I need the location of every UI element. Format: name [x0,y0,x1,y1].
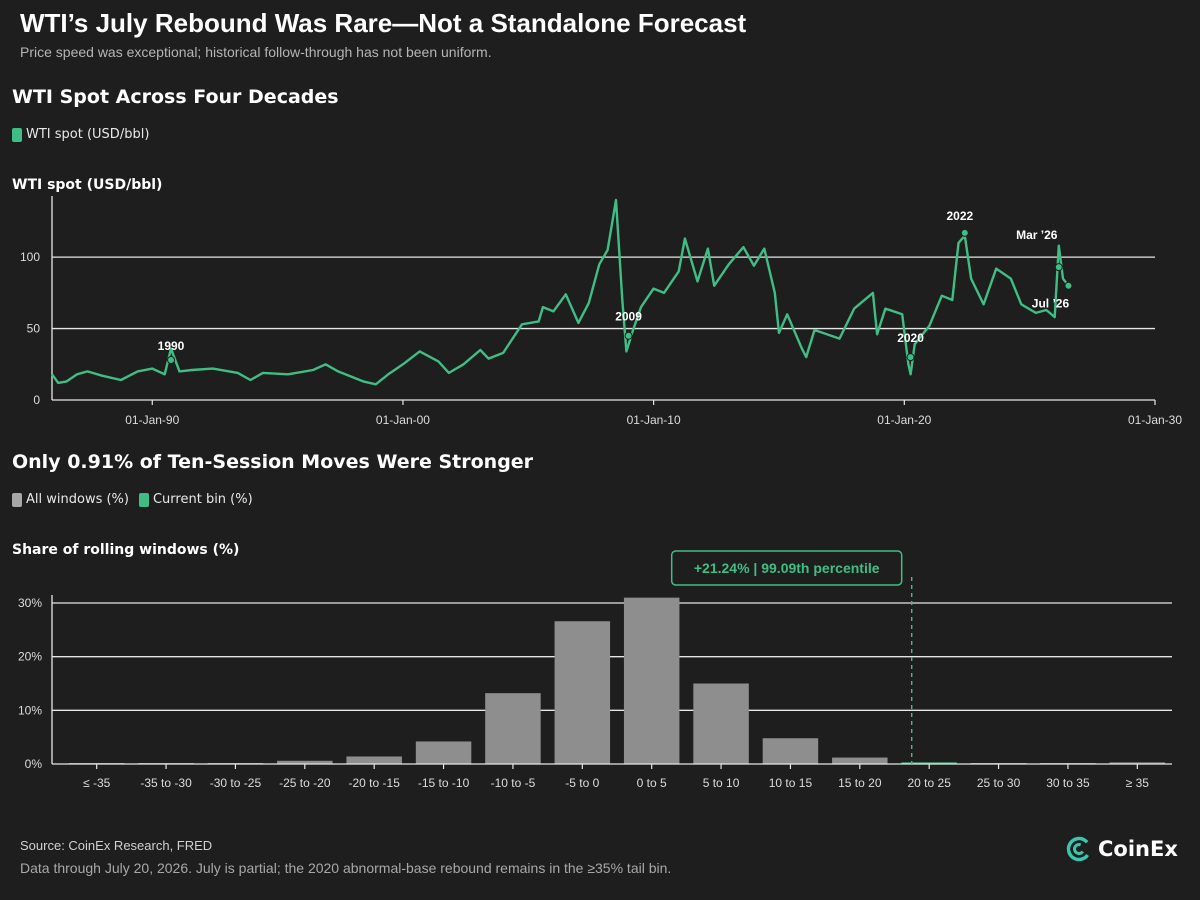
bar [415,741,472,764]
x-tick-label: 5 to 10 [703,776,740,790]
x-tick-label: 01-Jan-30 [1128,413,1182,427]
bar [554,621,611,764]
legend-swatch-wti [12,127,22,142]
annotation-marker [906,353,915,362]
legend-label-wti: WTI spot (USD/bbl) [26,127,150,142]
annotation-marker [624,331,633,340]
annotation-label: 2020 [897,331,924,345]
bar [277,760,333,764]
x-tick-label: ≥ 35 [1126,776,1150,790]
bar [623,597,680,764]
annotation-label: Mar ’26 [1016,228,1058,242]
x-tick-label: -30 to -25 [210,776,262,790]
y-tick-label: 30% [18,596,42,610]
y-tick-label: 50 [27,322,41,336]
y-tick-label: 100 [20,250,40,264]
x-tick-label: 01-Jan-90 [125,413,179,427]
legend-swatch-all-windows [12,492,22,507]
x-tick-label: 01-Jan-10 [627,413,681,427]
x-tick-label: 15 to 20 [838,776,882,790]
page-title: WTI’s July Rebound Was Rare—Not a Standa… [20,8,747,38]
x-tick-label: -15 to -10 [418,776,470,790]
x-tick-label: -10 to -5 [491,776,536,790]
distribution-bar-chart: 0% 10% 20% 30% ≤ -35 -35 to -30 -30 to -25 -25 … [18,550,1172,790]
y-tick-label: 0 [33,393,40,407]
x-tick-label: 0 to 5 [637,776,667,790]
bar [762,738,819,764]
x-tick-label: -5 to 0 [565,776,599,790]
coinex-logo: CoinEx [1066,836,1178,862]
bar [346,756,402,764]
marker-callout-box [670,550,903,586]
x-tick-label: 30 to 35 [1046,776,1090,790]
bar-chart-title: Only 0.91% of Ten-Session Moves Were Str… [12,451,534,473]
x-tick-label: 25 to 30 [977,776,1021,790]
bar-current-bin [901,762,957,764]
annotation-label: Jul ’26 [1032,297,1070,311]
bar-chart-ylabel: Share of rolling windows (%) [12,542,240,558]
line-chart-ylabel: WTI spot (USD/bbl) [12,177,163,193]
footnote-text: Data through July 20, 2026. July is part… [20,860,672,876]
coinex-logo-text: CoinEx [1098,837,1178,861]
x-tick-label: 01-Jan-20 [877,413,931,427]
line-chart-title: WTI Spot Across Four Decades [12,86,339,108]
legend-item-all-windows[interactable]: All windows (%) [12,492,129,507]
annotation-marker [167,356,176,364]
x-tick-label: -25 to -20 [279,776,331,790]
annotation-marker [1064,281,1073,290]
bar [1109,762,1166,764]
y-tick-label: 0% [25,757,43,771]
bar-chart-legend: All windows (%) Current bin (%) [12,492,253,507]
legend-item-wti[interactable]: WTI spot (USD/bbl) [12,127,149,142]
line-chart-legend: WTI spot (USD/bbl) [12,127,149,142]
y-tick-label: 20% [18,650,42,664]
annotation-label: 2022 [946,209,973,223]
bar [832,757,888,764]
annotation-label: 2009 [615,310,642,324]
bar [485,693,541,764]
legend-item-current-bin[interactable]: Current bin (%) [138,492,253,507]
legend-label-current-bin: Current bin (%) [152,492,253,507]
wti-spot-line [51,198,1070,386]
legend-label-all-windows: All windows (%) [26,492,129,507]
y-tick-label: 10% [18,703,42,717]
legend-swatch-current-bin [138,492,149,507]
x-tick-label: -20 to -15 [349,776,401,790]
page-subtitle: Price speed was exceptional; historical … [20,44,492,60]
x-tick-label: 20 to 25 [908,776,952,790]
source-text: Source: CoinEx Research, FRED [20,838,213,853]
annotation-marker [1054,263,1063,272]
bar [693,683,749,764]
coinex-logo-icon [1066,836,1092,862]
x-tick-label: 01-Jan-00 [376,413,430,427]
x-tick-label: ≤ -35 [83,776,111,790]
x-tick-label: -35 to -30 [140,776,192,790]
annotation-label: 1990 [158,339,185,353]
marker-callout-label: +21.24% | 99.09th percentile [694,560,880,576]
x-tick-label: 10 to 15 [769,776,813,790]
wti-line-chart: 0 50 100 01-Jan-90 01-Jan-00 01-Jan-10 01-Jan-… [20,196,1182,427]
annotation-marker [960,228,969,237]
